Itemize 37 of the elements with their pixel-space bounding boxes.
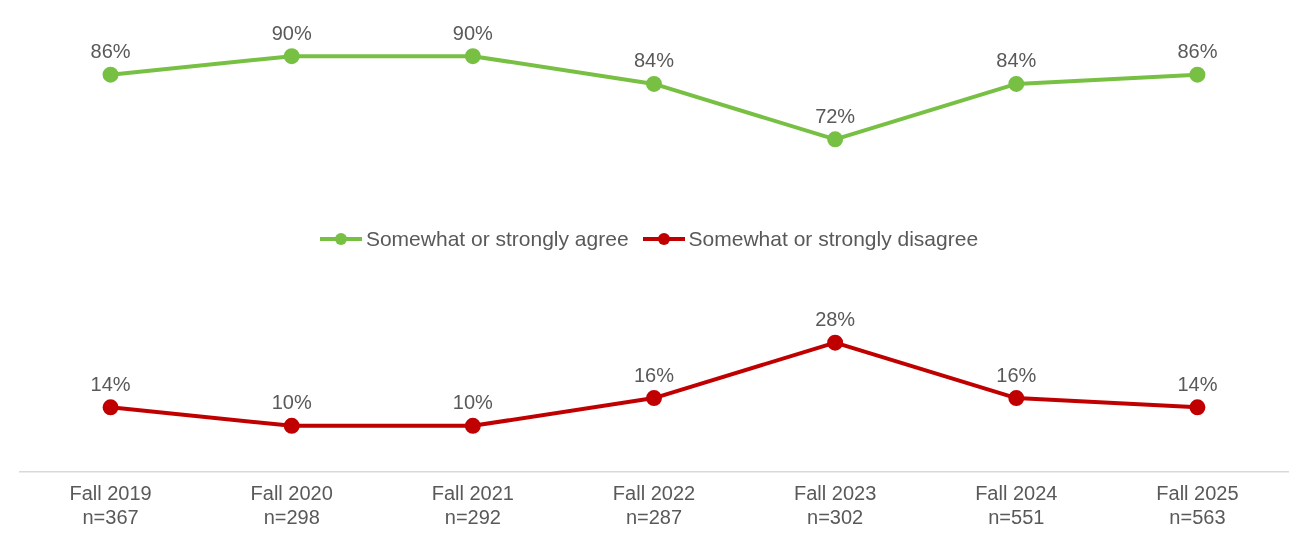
x-tick-label: Fall 2022 n=287: [612, 481, 696, 528]
point: [827, 334, 844, 351]
data-label: 16%: [996, 363, 1037, 386]
point: [102, 399, 119, 416]
legend-label: Somewhat or strongly agree: [365, 227, 629, 251]
point: [464, 417, 481, 434]
point: [1008, 75, 1025, 92]
x-tick-label: Fall 2024 n=551: [975, 481, 1058, 528]
point: [102, 66, 119, 83]
point: [1189, 399, 1206, 416]
data-label: 84%: [633, 49, 675, 72]
point: [283, 417, 300, 434]
data-label: 14%: [90, 372, 131, 395]
point: [827, 131, 844, 148]
x-tick-label: Fall 2025 n=563: [1156, 481, 1239, 528]
data-label: 28%: [815, 308, 856, 331]
x-tick-label: Fall 2021 n=292: [431, 481, 514, 528]
x-tick-label: Fall 2019 n=367: [69, 481, 152, 528]
data-label: 10%: [452, 391, 494, 414]
x-tick-label: Fall 2023 n=302: [794, 481, 877, 528]
data-label: 90%: [271, 21, 312, 44]
data-label: 86%: [1177, 40, 1218, 63]
point: [646, 75, 662, 92]
point: [1189, 66, 1206, 83]
data-label: 14%: [1177, 372, 1218, 395]
data-label: 90%: [452, 21, 494, 44]
data-label: 72%: [815, 104, 856, 127]
x-tick-label: Fall 2020 n=298: [250, 481, 333, 528]
point: [646, 390, 662, 407]
data-label: 84%: [996, 49, 1037, 72]
data-label: 86%: [90, 40, 131, 63]
point: [1008, 390, 1025, 407]
data-label: 16%: [633, 363, 675, 386]
point: [283, 48, 300, 65]
data-label: 10%: [271, 391, 312, 414]
legend-label: Somewhat or strongly disagree: [688, 227, 979, 251]
point: [464, 48, 481, 65]
